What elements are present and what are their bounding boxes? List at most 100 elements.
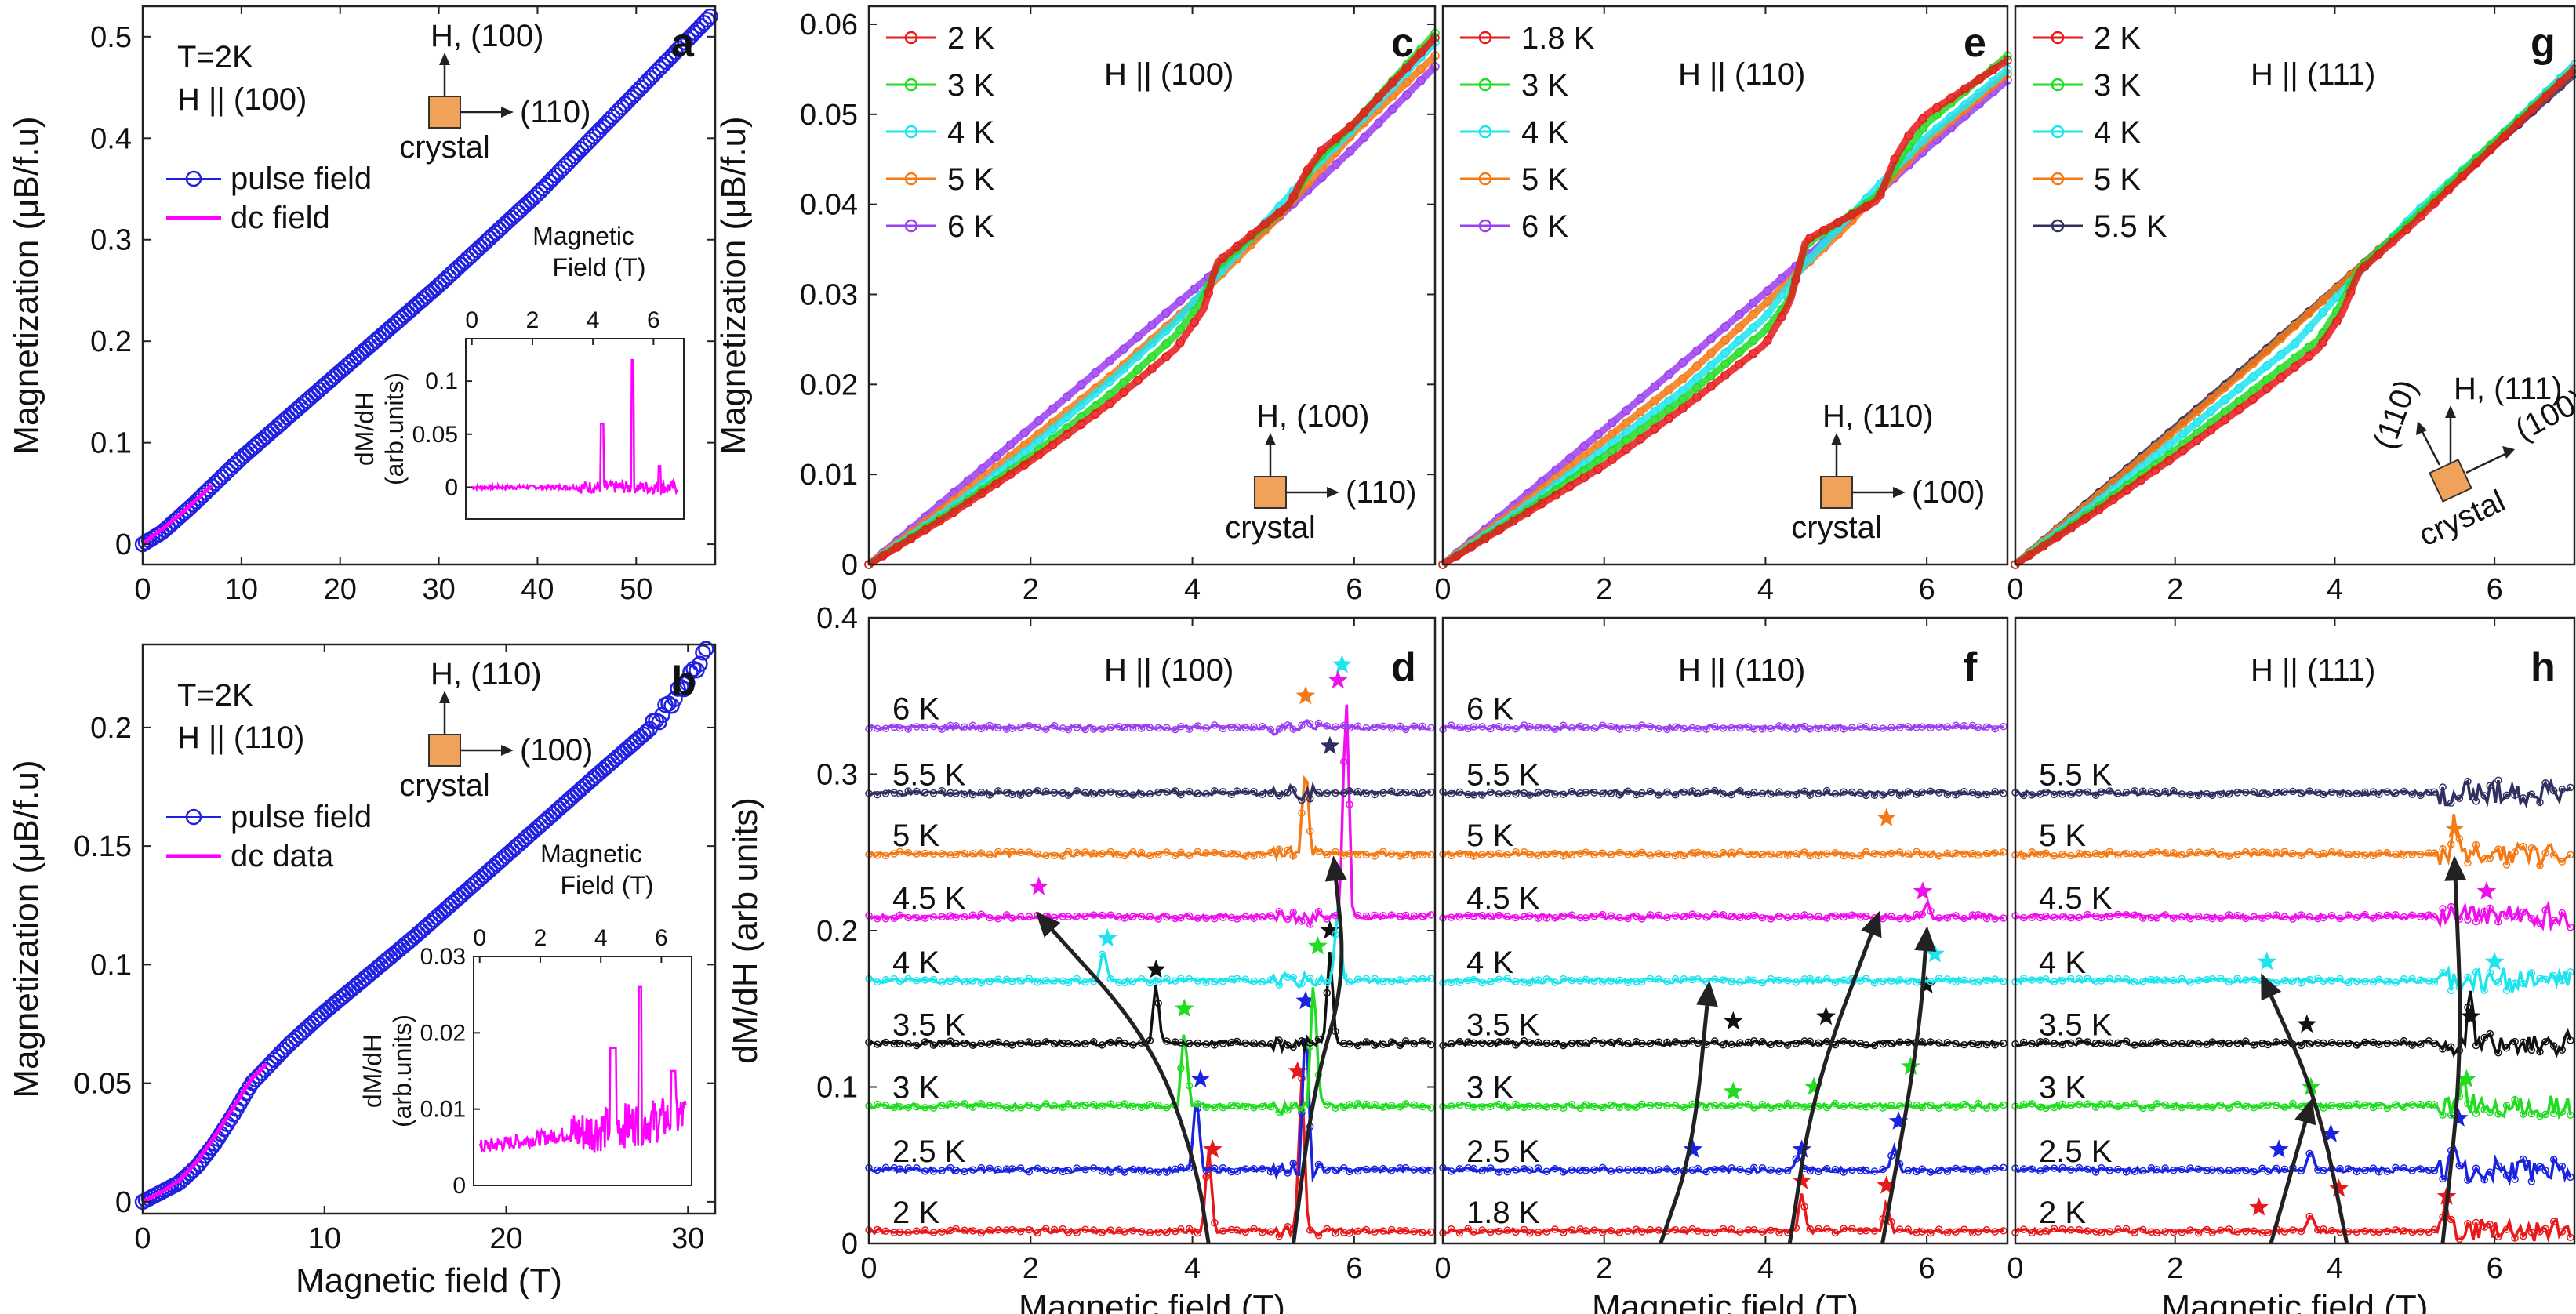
magnetization-point — [1593, 464, 1603, 474]
dmdh-point — [1775, 976, 1783, 985]
dmdh-point — [938, 786, 946, 795]
dmdh-curve — [2014, 965, 2572, 994]
dmdh-point — [1447, 913, 1455, 921]
dmdh-point — [1815, 1039, 1822, 1047]
dmdh-point — [1982, 723, 1991, 731]
dmdh-point — [2464, 973, 2472, 982]
dmdh-point — [2289, 787, 2297, 796]
dmdh-point — [2305, 787, 2313, 795]
dmdh-point — [994, 1038, 1002, 1047]
magnetization-point — [1608, 429, 1617, 439]
dmdh-point — [2225, 1225, 2233, 1233]
dmdh-point — [1870, 1041, 1879, 1050]
dmdh-point — [2050, 790, 2058, 799]
dmdh-point — [1106, 1038, 1114, 1047]
dmdh-point — [1512, 725, 1520, 733]
dmdh-point — [1034, 978, 1041, 986]
magnetization-point — [1876, 190, 1885, 200]
dmdh-point — [2122, 1225, 2131, 1233]
temperature-label: 5.5 K — [892, 757, 966, 792]
dmdh-point — [1284, 721, 1292, 729]
magnetization-point — [1932, 103, 1942, 112]
dmdh-point — [1862, 848, 1870, 856]
y-tick-label: 0.5 — [90, 21, 132, 54]
dmdh-point — [1632, 978, 1640, 986]
dmdh-point — [2019, 1165, 2028, 1173]
dmdh-point — [961, 978, 968, 986]
dmdh-point — [1974, 978, 1982, 986]
dmdh-point — [1447, 1102, 1455, 1110]
dmdh-point — [881, 724, 890, 733]
dmdh-point — [2494, 917, 2502, 926]
dmdh-point — [1744, 976, 1753, 984]
dmdh-point — [2153, 1165, 2161, 1174]
magnetization-point — [1402, 63, 1412, 73]
dmdh-point — [2131, 978, 2138, 986]
dmdh-point — [1177, 723, 1185, 731]
dmdh-point — [2527, 1178, 2536, 1185]
magnetization-point — [2164, 440, 2174, 450]
magnetization-point — [1147, 339, 1157, 348]
dmdh-point — [2028, 1100, 2036, 1108]
dmdh-point — [1598, 1229, 1607, 1236]
dmdh-point — [1284, 973, 1292, 982]
dmdh-point — [1073, 975, 1081, 983]
trend-arrow-line — [1787, 914, 1880, 1244]
inset-dmdh-line — [471, 358, 679, 496]
dmdh-point — [1542, 1167, 1550, 1175]
dmdh-point — [1568, 1039, 1576, 1047]
dmdh-point — [1582, 1101, 1590, 1109]
magnetization-point — [1402, 90, 1412, 100]
dmdh-point — [2472, 840, 2480, 849]
trend-arrow-line — [2261, 976, 2349, 1244]
dmdh-point — [1671, 791, 1680, 799]
trend-arrowhead-icon — [2444, 855, 2467, 881]
dmdh-point — [2250, 913, 2258, 921]
dmdh-point — [1783, 1167, 1792, 1175]
dmdh-point — [1401, 788, 1410, 797]
dmdh-curve — [867, 775, 1432, 862]
dmdh-point — [1927, 850, 1935, 858]
magnetization-point — [1777, 274, 1786, 284]
temperature-label: 5.5 K — [2039, 757, 2113, 792]
dmdh-point — [2233, 1100, 2241, 1109]
dmdh-point — [1927, 1038, 1935, 1046]
dmdh-point — [2494, 845, 2502, 853]
magnetization-curve — [1441, 77, 2010, 568]
dmdh-point — [2447, 840, 2455, 848]
dmdh-point — [994, 914, 1002, 923]
magnetization-point — [1062, 392, 1072, 401]
dmdh-point — [2527, 969, 2536, 977]
dmdh-point — [1455, 913, 1464, 921]
dmdh-point — [2383, 1104, 2392, 1113]
dmdh-point — [1646, 787, 1655, 796]
magnetization-point — [1019, 428, 1030, 437]
dmdh-point — [2558, 976, 2567, 985]
dmdh-point — [1419, 851, 1426, 859]
dmdh-point — [1887, 1152, 1895, 1160]
magnetization-point — [1175, 325, 1185, 335]
magnetization-point — [2150, 442, 2160, 452]
crystal-right-label: (110) — [1346, 475, 1416, 510]
dmdh-point — [1219, 1227, 1227, 1235]
dmdh-point — [1815, 913, 1822, 920]
magnetization-point — [2290, 362, 2300, 372]
dmdh-point — [2075, 1163, 2084, 1172]
dmdh-point — [2050, 913, 2058, 921]
dmdh-point — [1008, 848, 1016, 856]
magnetization-point — [963, 498, 973, 508]
dmdh-point — [2114, 1225, 2122, 1233]
dmdh-point — [1089, 911, 1098, 919]
dmdh-point — [2258, 1164, 2266, 1173]
temperature-label: 3.5 K — [892, 1008, 966, 1043]
dmdh-point — [2549, 786, 2558, 795]
x-tick-label: 2 — [1596, 1252, 1612, 1285]
x-axis-label: Magnetic field (T) — [1019, 1288, 1285, 1314]
dmdh-point — [921, 1103, 929, 1112]
dmdh-point — [2558, 909, 2567, 917]
dmdh-point — [1194, 914, 1202, 923]
dmdh-point — [2541, 1167, 2549, 1174]
dmdh-point — [1671, 1102, 1680, 1110]
dmdh-point — [1346, 787, 1353, 795]
x-tick-label: 20 — [489, 1222, 522, 1255]
